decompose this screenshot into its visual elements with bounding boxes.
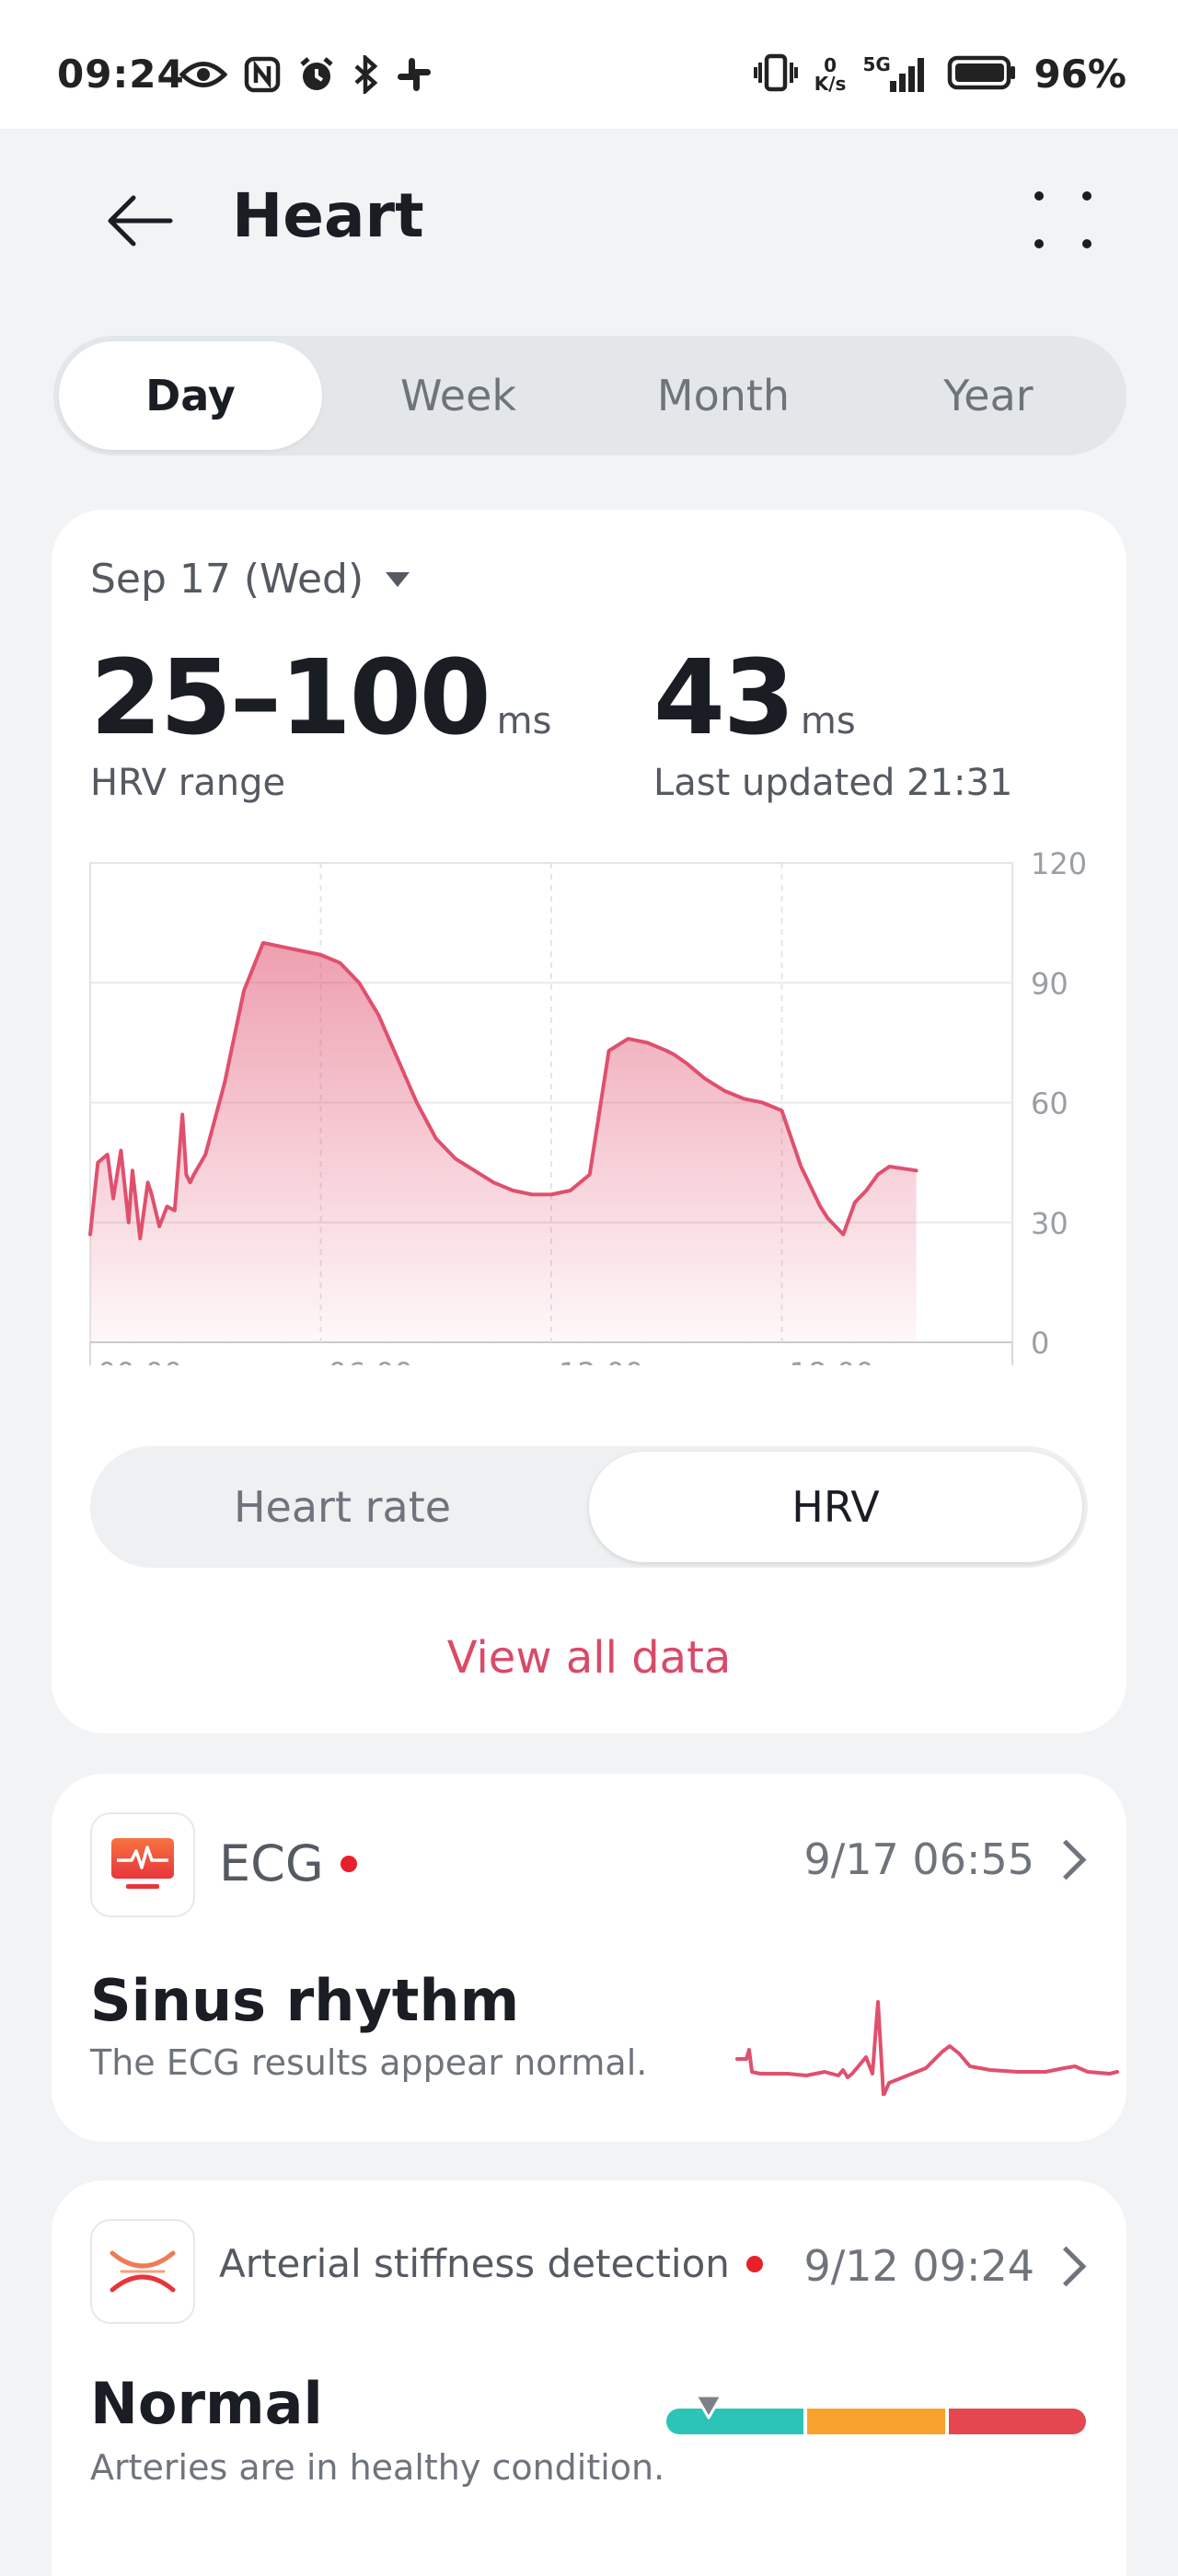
- ecg-date: 9/17 06:55: [803, 1834, 1034, 1884]
- ecg-title-row: ECG: [219, 1834, 357, 1892]
- ecg-title: ECG: [219, 1834, 324, 1892]
- y-tick-label: 0: [1031, 1326, 1049, 1361]
- view-all-data-link[interactable]: View all data: [446, 1632, 732, 1684]
- toggle-heart-rate[interactable]: Heart rate: [233, 1482, 452, 1532]
- hrv-chart-svg: 0 30 60 90 120 00:00 06:00 12:00 18:00: [88, 846, 1087, 1391]
- hrv-latest-caption: Last updated 21:31: [653, 762, 1013, 804]
- arterial-title-row: Arterial stiffness detection: [219, 2241, 763, 2286]
- hrv-area: [90, 942, 917, 1342]
- back-button[interactable]: [103, 184, 177, 258]
- new-indicator-dot: [745, 2255, 763, 2272]
- app-header: Heart: [0, 129, 1178, 313]
- period-tabs: Day Week Month Year: [53, 336, 1126, 455]
- x-tick-label: 00:00: [98, 1356, 182, 1365]
- x-tick-label: 12:00: [559, 1356, 643, 1365]
- ecg-description: The ECG results appear normal.: [90, 2042, 648, 2083]
- slack-icon: [395, 55, 433, 98]
- ecg-trace: [735, 2000, 1119, 2096]
- x-tick-label: 18:00: [790, 1356, 874, 1365]
- hrv-series-line: [88, 940, 918, 1241]
- net-speed-value: 0: [824, 53, 837, 76]
- hrv-latest-value: 43: [653, 638, 795, 758]
- scale-segment: [807, 2409, 945, 2434]
- ecg-card[interactable]: ECG 9/17 06:55 Sinus rhythm The ECG resu…: [52, 1774, 1126, 2142]
- tab-day[interactable]: Day: [59, 341, 322, 450]
- new-indicator-dot: [340, 1855, 357, 1872]
- arterial-title: Arterial stiffness detection: [219, 2241, 730, 2286]
- scale-segment: [666, 2409, 804, 2434]
- hrv-range-value: 25–100: [90, 638, 491, 758]
- y-tick-label: 60: [1031, 1087, 1068, 1121]
- net-speed-unit: K/s: [814, 72, 847, 95]
- ecg-result: Sinus rhythm: [90, 1967, 520, 2034]
- hrv-range-caption: HRV range: [90, 762, 286, 804]
- hrv-latest-unit: ms: [800, 700, 856, 742]
- battery-icon: [947, 54, 1017, 95]
- arterial-result: Normal: [90, 2370, 323, 2437]
- arterial-stiffness-card[interactable]: Arterial stiffness detection 9/12 09:24 …: [52, 2180, 1126, 2576]
- arrow-left-icon: [108, 195, 173, 247]
- hrv-range-metric: 25–100 ms HRV range: [90, 638, 551, 804]
- y-tick-label: 120: [1031, 850, 1087, 881]
- network-speed: 0 K/s: [814, 56, 847, 93]
- arterial-stiffness-icon: [110, 2250, 176, 2293]
- nfc-icon: [244, 56, 281, 97]
- arterial-date: 9/12 09:24: [803, 2241, 1034, 2291]
- status-bar: 09:24 0 K/s 5G 96%: [0, 0, 1178, 129]
- bluetooth-icon: [352, 52, 378, 98]
- page-title: Heart: [232, 180, 424, 251]
- y-tick-label: 30: [1031, 1206, 1068, 1241]
- chevron-right-icon: [1045, 2246, 1087, 2287]
- tab-month[interactable]: Month: [656, 371, 791, 420]
- status-icons-left: [179, 52, 433, 98]
- ecg-icon-tile: [90, 1812, 195, 1917]
- stiffness-scale: [666, 2390, 1086, 2436]
- alarm-icon: [297, 55, 336, 98]
- eye-icon: [179, 59, 228, 94]
- arterial-description: Arteries are in healthy condition.: [90, 2447, 665, 2488]
- x-tick-label: 06:00: [329, 1356, 413, 1365]
- hrv-range-unit: ms: [496, 700, 552, 742]
- signal-5g-icon: 5G: [862, 53, 930, 96]
- more-button[interactable]: [1033, 190, 1097, 254]
- vibrate-icon: [753, 53, 798, 96]
- network-type: 5G: [862, 52, 891, 75]
- tab-year[interactable]: Year: [943, 371, 1034, 420]
- status-icons-right: 0 K/s 5G 96%: [753, 52, 1126, 97]
- hrv-latest-metric: 43 ms Last updated 21:31: [653, 638, 1012, 804]
- battery-percent: 96%: [1034, 52, 1126, 97]
- scale-segment: [948, 2409, 1086, 2434]
- date-selector[interactable]: Sep 17 (Wed): [90, 556, 410, 603]
- hrv-chart[interactable]: 0 30 60 90 120 00:00 06:00 12:00 18:00: [52, 846, 1126, 1391]
- y-tick-label: 90: [1031, 966, 1068, 1001]
- chevron-right-icon: [1045, 1839, 1087, 1880]
- tab-week[interactable]: Week: [399, 371, 517, 420]
- caret-down-icon: [386, 571, 410, 587]
- date-label: Sep 17 (Wed): [90, 556, 364, 603]
- scale-indicator-icon: [692, 2390, 725, 2423]
- ecg-monitor-icon: [111, 1838, 174, 1889]
- hrv-card: Sep 17 (Wed) 25–100 ms HRV range 43 ms Las…: [52, 510, 1126, 1733]
- status-time: 09:24: [57, 52, 185, 97]
- arterial-icon-tile: [90, 2219, 195, 2324]
- toggle-hrv[interactable]: HRV: [589, 1452, 1082, 1562]
- metric-toggle: Heart rate HRV: [90, 1446, 1088, 1568]
